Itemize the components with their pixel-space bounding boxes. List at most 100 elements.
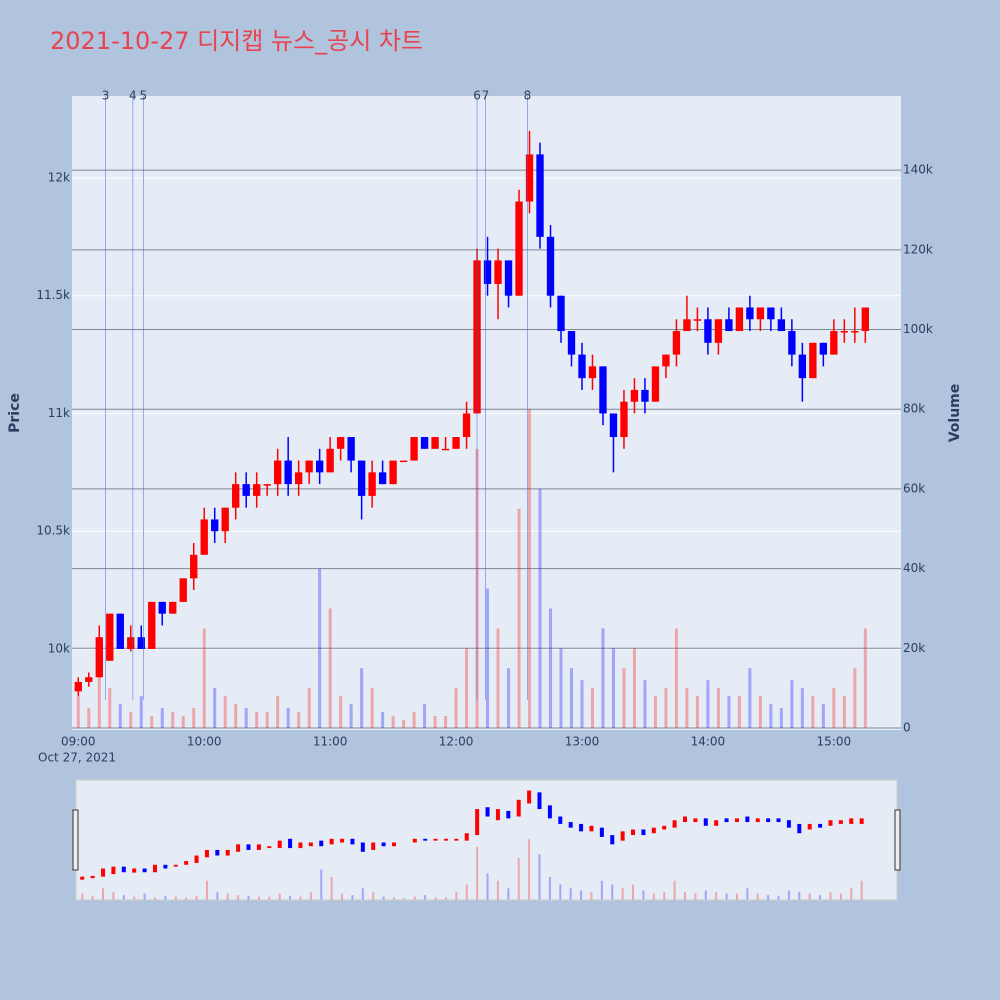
volume-bar xyxy=(842,696,846,729)
slider-volume-bar xyxy=(600,880,603,900)
range-slider-handle[interactable] xyxy=(894,809,901,871)
candle-body xyxy=(735,307,744,332)
candle-body xyxy=(148,601,156,649)
candle-body xyxy=(504,260,513,296)
volume-bar xyxy=(349,704,353,729)
volume-bar xyxy=(181,716,185,729)
volume-bar xyxy=(685,688,689,729)
y2-tick-label: 60k xyxy=(903,481,925,495)
candle-body xyxy=(294,472,303,485)
slider-volume-bar xyxy=(860,880,863,900)
slider-volume-bar xyxy=(663,892,666,900)
slider-volume-bar xyxy=(694,893,697,900)
volume-bar xyxy=(569,668,573,729)
candle-body xyxy=(609,413,618,438)
slider-volume-bar xyxy=(455,892,458,900)
slider-volume-bar xyxy=(226,893,229,900)
slider-volume-bar xyxy=(580,890,583,900)
volume-bar xyxy=(381,712,385,729)
candle-body xyxy=(746,307,754,320)
slider-volume-bar xyxy=(112,892,115,900)
slider-volume-bar xyxy=(839,893,842,900)
slider-volume-bar xyxy=(621,888,624,900)
slider-volume-bar xyxy=(808,893,811,900)
candle-body xyxy=(357,460,366,496)
candle-body xyxy=(169,601,177,614)
slider-volume-bar xyxy=(528,839,531,900)
slider-volume-bar xyxy=(102,888,105,900)
volume-bar xyxy=(716,688,720,729)
candle-body xyxy=(641,389,649,402)
candle-body xyxy=(74,681,82,692)
y2-tick-label: 40k xyxy=(903,561,925,575)
slider-volume-bar xyxy=(330,876,333,900)
volume-bar xyxy=(339,696,343,729)
y-tick-label: 11.5k xyxy=(36,288,70,302)
candle-body xyxy=(347,437,355,461)
candle-body xyxy=(830,331,838,355)
volume-bar xyxy=(244,708,248,729)
volume-bar xyxy=(496,628,500,729)
slider-volume-bar xyxy=(341,893,344,900)
candle-body xyxy=(368,472,376,496)
candle-body xyxy=(578,354,586,379)
x-tick-label: 10:00 xyxy=(187,735,222,749)
candle-body xyxy=(546,236,555,296)
slider-volume-bar xyxy=(247,895,250,900)
slider-volume-bar xyxy=(704,890,707,900)
candle-body xyxy=(211,519,219,532)
annotation-label: 5 xyxy=(140,89,148,103)
slider-volume-bar xyxy=(81,893,84,900)
candle-body xyxy=(567,331,576,355)
candle-body xyxy=(767,307,775,320)
slider-volume-bar xyxy=(122,895,125,900)
candle-body xyxy=(158,601,166,614)
y2-axis-title: Volume xyxy=(947,384,963,443)
volume-bar xyxy=(590,688,594,729)
x-tick-label: 09:00 xyxy=(61,735,96,749)
candle-body xyxy=(410,437,418,461)
candle-body xyxy=(200,519,208,555)
volume-bar xyxy=(790,680,794,729)
y2-tick-label: 80k xyxy=(903,402,925,416)
volume-bar xyxy=(528,409,532,729)
candle-body xyxy=(137,637,145,649)
candle-body xyxy=(263,484,271,486)
candle-body xyxy=(756,307,765,320)
volume-bar xyxy=(538,488,542,729)
slider-volume-bar xyxy=(787,890,790,900)
candle-body xyxy=(683,319,691,332)
volume-bar xyxy=(632,648,636,729)
volume-bar xyxy=(139,696,143,729)
candle-body xyxy=(106,613,114,661)
volume-bar xyxy=(412,712,416,729)
volume-bar xyxy=(559,648,563,729)
volume-bar xyxy=(213,688,217,729)
slider-volume-bar xyxy=(372,892,375,900)
slider-volume-bar xyxy=(153,897,156,900)
volume-bar xyxy=(853,668,857,729)
candle-body xyxy=(127,637,135,649)
candle-body xyxy=(588,366,597,379)
candle-body xyxy=(494,260,502,284)
candle-body xyxy=(336,437,345,449)
candle-body xyxy=(788,331,796,355)
slider-volume-bar xyxy=(143,893,146,900)
slider-volume-bar xyxy=(538,854,541,900)
annotation-label: 8 xyxy=(524,89,532,103)
slider-volume-bar xyxy=(777,895,780,900)
slider-volume-bar xyxy=(351,895,354,900)
range-slider-handle[interactable] xyxy=(72,809,79,871)
volume-bar xyxy=(433,716,437,729)
candle-body xyxy=(420,437,429,449)
volume-bar xyxy=(360,668,364,729)
candle-body xyxy=(620,401,628,438)
slider-volume-bar xyxy=(642,890,645,900)
slider-volume-bar xyxy=(611,884,614,900)
slider-volume-bar xyxy=(164,895,167,900)
volume-bar xyxy=(150,716,154,729)
range-slider[interactable] xyxy=(75,779,898,901)
slider-volume-bar xyxy=(683,892,686,900)
candle-body xyxy=(525,154,534,202)
